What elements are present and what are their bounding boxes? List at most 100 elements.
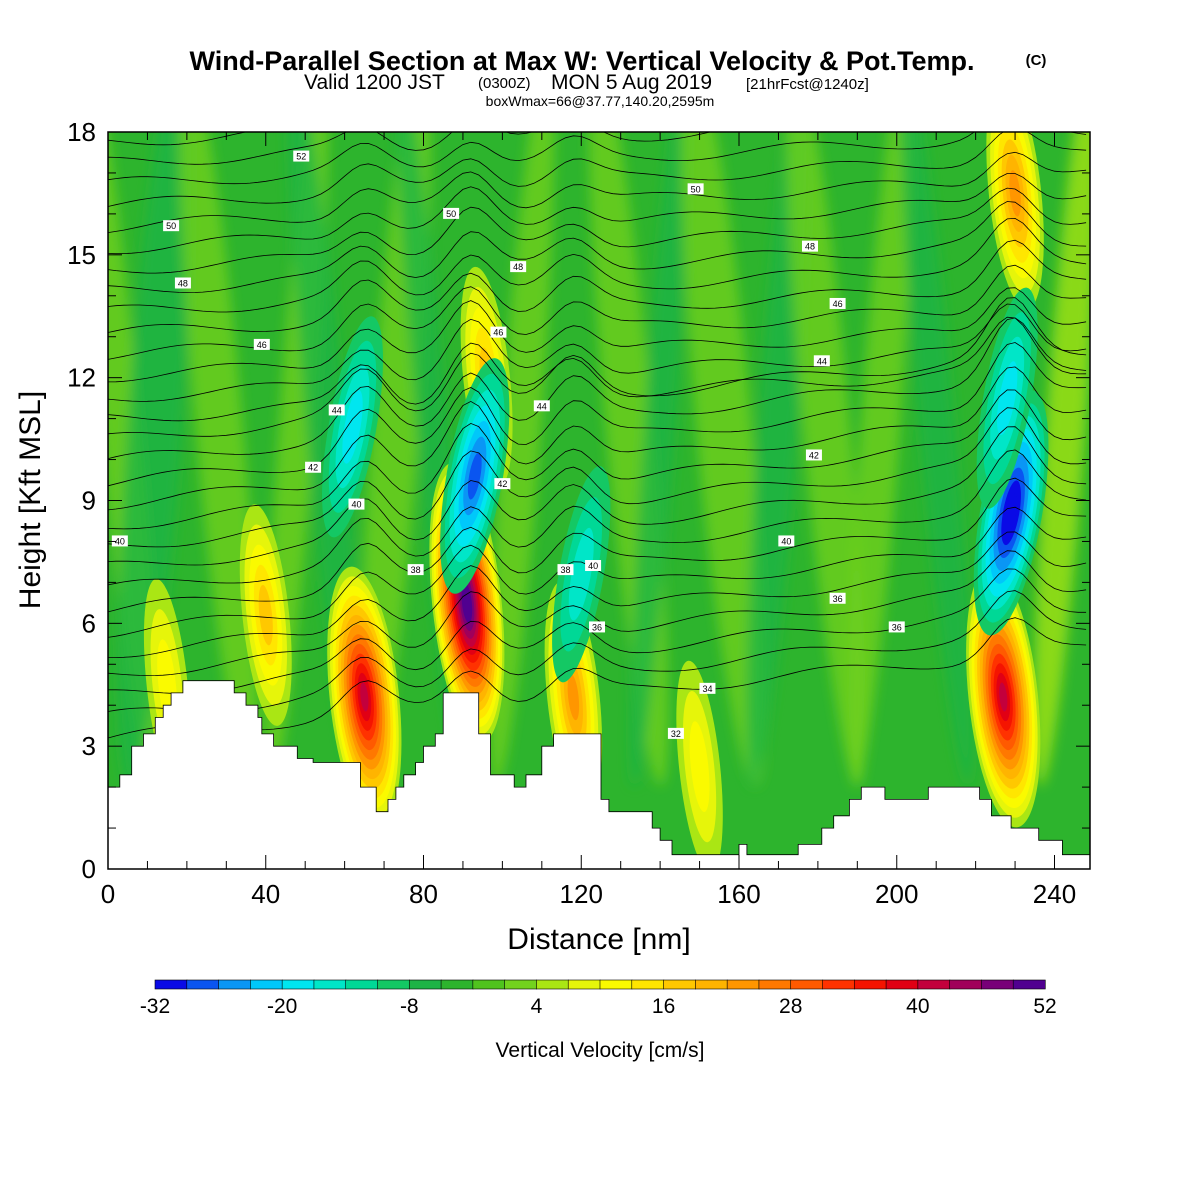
copyright-mark: (C) bbox=[1026, 52, 1047, 69]
isentrope bbox=[108, 316, 1087, 422]
colorbar-swatch bbox=[631, 979, 665, 990]
isentrope bbox=[108, 531, 1087, 658]
label-text: 34 bbox=[702, 684, 712, 694]
colorbar-swatch bbox=[917, 979, 951, 990]
isentrope-label: 46 bbox=[253, 338, 270, 350]
colorbar: -32 -20 -8 4 16 28 40 52 bbox=[140, 979, 1057, 1018]
y-axis-label: Height [Kft MSL] bbox=[14, 391, 47, 609]
label-text: 38 bbox=[560, 565, 570, 575]
texture-streak bbox=[489, 132, 555, 787]
label-box bbox=[667, 727, 684, 739]
isentrope-label: 36 bbox=[888, 621, 905, 633]
colorbar-tick-label: 40 bbox=[906, 995, 929, 1018]
label-text: 44 bbox=[332, 405, 342, 415]
velocity-band bbox=[258, 584, 273, 646]
isentrope bbox=[108, 426, 1087, 566]
label-text: 48 bbox=[513, 262, 523, 272]
colorbar-tick-label: -20 bbox=[267, 995, 297, 1018]
label-text: 46 bbox=[257, 340, 267, 350]
label-box bbox=[111, 535, 128, 547]
isentrope bbox=[108, 239, 1087, 333]
updraft-cell bbox=[676, 660, 723, 869]
velocity-band bbox=[342, 389, 363, 464]
isentrope bbox=[108, 317, 1087, 459]
x-tick-label: 200 bbox=[875, 879, 918, 909]
label-text: 48 bbox=[805, 242, 815, 252]
label-text: 42 bbox=[308, 463, 318, 473]
texture-streaks bbox=[108, 132, 1090, 787]
x-tick-label: 160 bbox=[717, 879, 760, 909]
isentrope-label: 44 bbox=[328, 404, 345, 416]
label-box bbox=[805, 449, 822, 461]
colorbar-swatch bbox=[313, 979, 347, 990]
y-tick-label: 6 bbox=[82, 608, 96, 638]
colorbar-swatch bbox=[186, 979, 220, 990]
colorbar-swatch bbox=[981, 979, 1014, 990]
isentrope bbox=[108, 303, 1087, 402]
velocity-band bbox=[567, 673, 580, 721]
isentrope bbox=[108, 366, 1087, 511]
isentrope-label: 46 bbox=[829, 297, 846, 309]
colorbar-swatch bbox=[885, 979, 919, 990]
x-tick-label: 120 bbox=[560, 879, 603, 909]
colorbar-tick-label: 4 bbox=[531, 995, 543, 1018]
y-tick-label: 15 bbox=[67, 240, 96, 270]
isentrope bbox=[108, 264, 1087, 360]
label-text: 38 bbox=[411, 565, 421, 575]
texture-streak bbox=[1033, 132, 1090, 787]
isentrope-label: 32 bbox=[667, 727, 684, 739]
label-text: 36 bbox=[833, 594, 843, 604]
x-tick-label: 240 bbox=[1033, 879, 1076, 909]
colorbar-swatch bbox=[853, 979, 887, 990]
colorbar-swatch bbox=[377, 979, 410, 990]
colorbar-swatch bbox=[408, 979, 442, 990]
downdraft-cell bbox=[552, 466, 611, 683]
colorbar-swatch bbox=[567, 979, 601, 990]
isentrope-label: 48 bbox=[801, 240, 818, 252]
texture-streak bbox=[178, 132, 259, 786]
label-box bbox=[443, 207, 460, 219]
isentrope-label: 48 bbox=[510, 261, 527, 273]
velocity-band bbox=[689, 721, 710, 813]
colorbar-tick-label: 52 bbox=[1033, 995, 1056, 1018]
label-box bbox=[778, 535, 795, 547]
velocity-band bbox=[999, 682, 1008, 712]
isentrope-label: 44 bbox=[813, 355, 830, 367]
isentrope bbox=[108, 449, 1087, 586]
colorbar-swatch bbox=[250, 979, 283, 990]
updraft-cell bbox=[239, 504, 292, 726]
texture-streak bbox=[680, 132, 766, 786]
label-box bbox=[557, 564, 574, 576]
label-text: 40 bbox=[781, 536, 791, 546]
label-box bbox=[585, 560, 602, 572]
y-tick-label: 9 bbox=[82, 486, 96, 516]
colorbar-swatch bbox=[536, 979, 569, 990]
isentrope bbox=[108, 407, 1087, 548]
colorbar-tick-label: -32 bbox=[140, 995, 170, 1018]
label-text: 50 bbox=[691, 184, 701, 194]
colorbar-swatch bbox=[345, 979, 379, 990]
isentrope bbox=[108, 297, 1087, 437]
isentrope bbox=[108, 132, 1087, 185]
x-tick-label: 0 bbox=[101, 879, 115, 909]
x-axis: 0 40 80 120 160 200 240 bbox=[101, 132, 1076, 909]
texture-streak bbox=[899, 132, 973, 786]
isentrope bbox=[108, 389, 1087, 530]
label-text: 46 bbox=[833, 299, 843, 309]
label-text: 32 bbox=[671, 729, 681, 739]
label-box bbox=[407, 564, 424, 576]
label-box bbox=[829, 297, 846, 309]
texture-streak bbox=[848, 132, 914, 787]
label-text: 36 bbox=[592, 622, 602, 632]
colorbar-swatch bbox=[663, 979, 696, 990]
velocity-band bbox=[360, 682, 369, 712]
velocity-band bbox=[1009, 170, 1021, 217]
valid-time-line: Valid 1200 JST (0300Z) MON 5 Aug 2019 [2… bbox=[304, 71, 869, 94]
colorbar-swatch bbox=[1012, 979, 1046, 990]
label-box bbox=[589, 621, 606, 633]
isentrope-label: 42 bbox=[805, 449, 822, 461]
colorbar-tick-label: -8 bbox=[400, 995, 419, 1018]
isentrope-label: 50 bbox=[443, 207, 460, 219]
isentrope-label: 40 bbox=[778, 535, 795, 547]
